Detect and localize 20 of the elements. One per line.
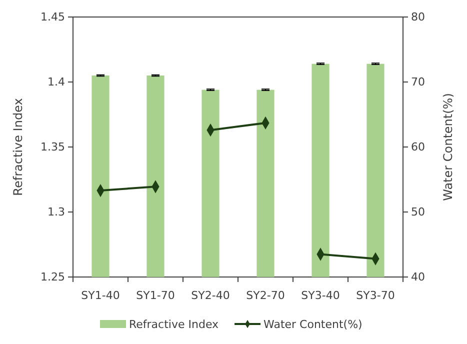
y-tick-label: 1.35 <box>40 140 65 154</box>
y-tick-label: 1.4 <box>48 76 65 89</box>
y-tick-label: 1.25 <box>40 270 65 284</box>
x-tick-label: SY1-70 <box>136 289 175 302</box>
y2-tick-label: 50 <box>411 206 425 219</box>
x-tick-label: SY2-70 <box>246 289 285 302</box>
y-tick-label: 1.45 <box>40 10 65 24</box>
x-tick-label: SY2-40 <box>191 289 230 302</box>
y2-tick-label: 40 <box>411 270 425 284</box>
y2-tick-label: 70 <box>411 76 425 89</box>
legend-label: Refractive Index <box>129 318 220 331</box>
x-tick-label: SY1-40 <box>81 289 120 302</box>
y2-tick-label: 80 <box>411 10 425 24</box>
y2-tick-label: 60 <box>411 140 425 154</box>
y-axis-title: Refractive Index <box>11 98 25 196</box>
legend-label: Water Content(%) <box>264 318 362 331</box>
y2-axis-title: Water Content(%) <box>441 93 455 201</box>
x-tick-label: SY3-40 <box>301 289 340 302</box>
x-tick-label: SY3-70 <box>356 289 395 302</box>
y-tick-label: 1.3 <box>48 206 65 219</box>
